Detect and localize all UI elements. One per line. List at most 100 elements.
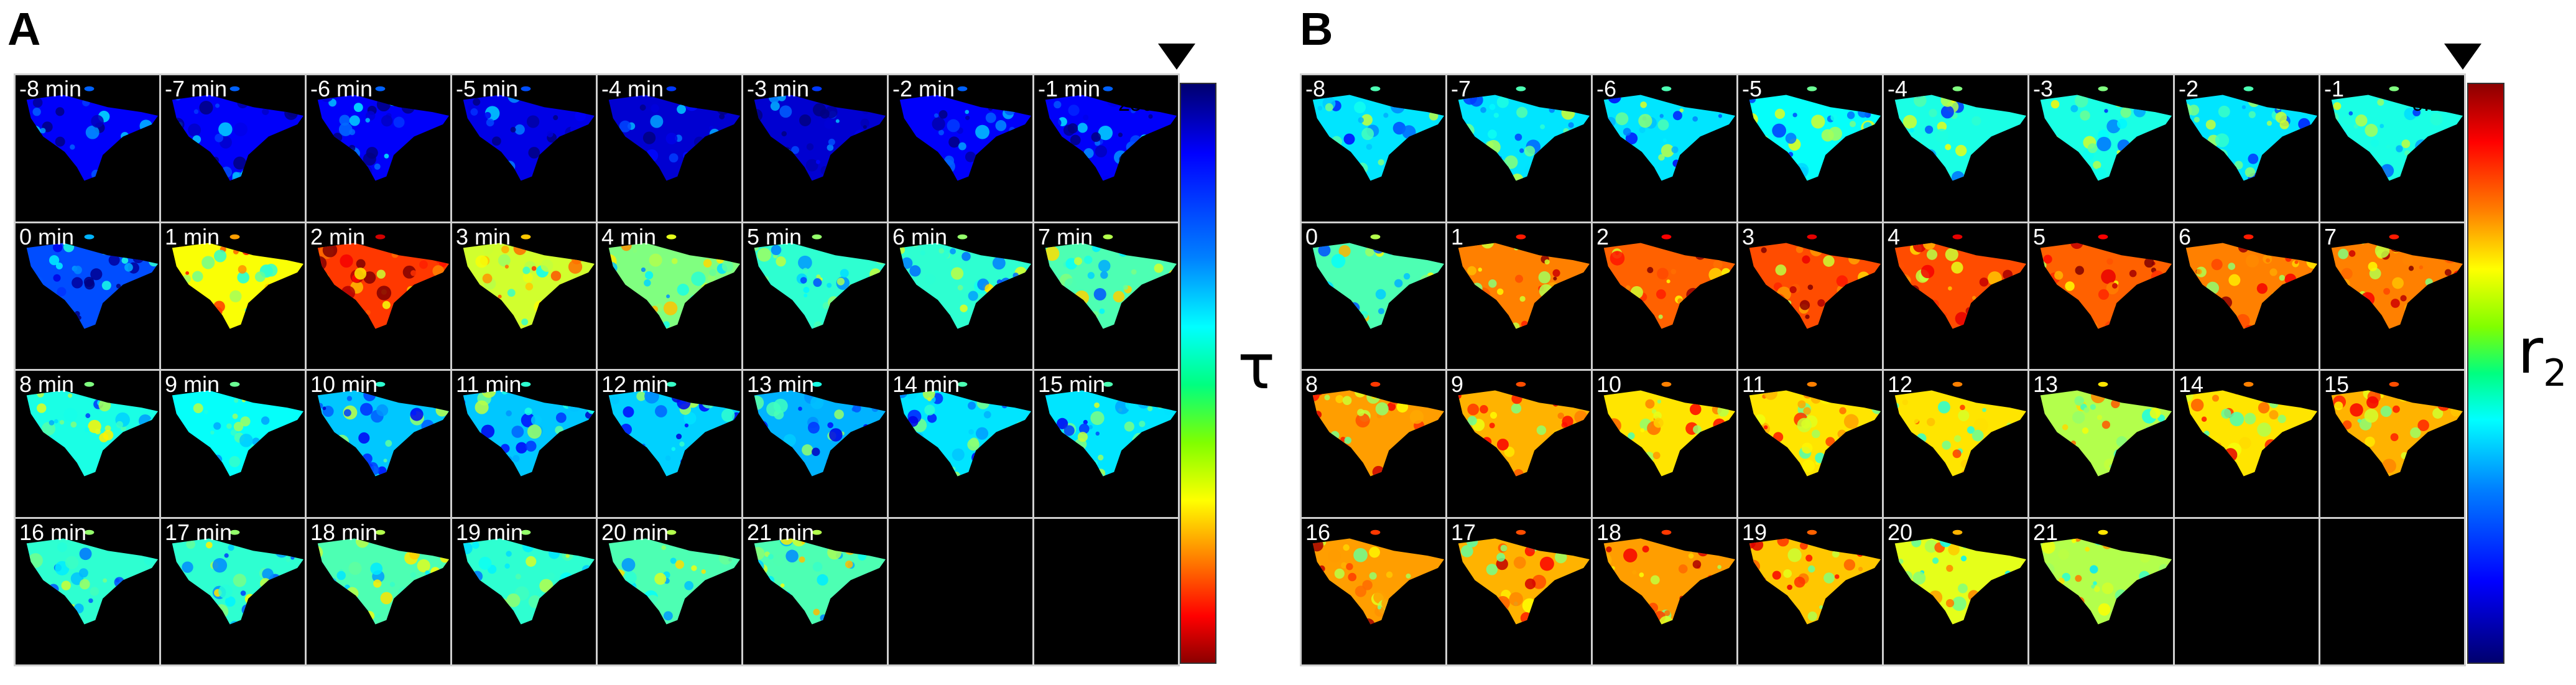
frame-cell: 4 — [1884, 223, 2029, 371]
frame-cell: 13 min — [743, 371, 889, 519]
cell-image — [2331, 86, 2463, 181]
frame-time-label: -8 min — [19, 76, 82, 101]
frame-cell: 19 min — [452, 518, 598, 666]
frame-cell: 12 — [1884, 371, 2029, 519]
panel-b-colorbar-subscript: 2 — [2543, 352, 2567, 395]
frame-time-label: -4 — [1888, 76, 1908, 101]
frame-time-label: 18 — [1596, 519, 1622, 545]
panel-b-colorbar-marker-icon — [2444, 44, 2481, 70]
frame-time-label: 14 min — [892, 371, 960, 397]
frame-time-label: 7 — [2324, 223, 2337, 249]
cell-image — [463, 86, 595, 181]
frame-cell: 18 min — [307, 518, 452, 666]
frame-time-label: -2 min — [892, 76, 955, 101]
frame-time-label: 15 min — [1038, 371, 1106, 397]
frame-cell: 3 — [1738, 223, 1884, 371]
cell-image — [1458, 529, 1590, 624]
frame-time-label: 8 min — [19, 371, 75, 397]
cell-image — [1749, 381, 1881, 477]
cell-image — [2040, 234, 2172, 329]
frame-cell: 14 — [2175, 371, 2320, 519]
panel-b-image-grid: -8 -7 -6 -5 -4 -3 -2 -1 0 1 2 3 4 5 6 7 8 9 10 11 12 13 14 15 16… — [1300, 73, 2466, 666]
frame-cell: -5 — [1738, 75, 1884, 223]
frame-time-label: -1 — [2324, 76, 2345, 101]
frame-time-label: 1 min — [165, 223, 220, 249]
frame-time-label: -4 min — [601, 76, 664, 101]
frame-cell: -8 min — [16, 75, 161, 223]
frame-time-label: 9 — [1451, 371, 1464, 397]
cell-image — [2040, 381, 2172, 477]
panel-a-colorbar-title: τ — [1238, 330, 1276, 403]
panel-a-image-grid: -8 min -7 min -6 min -5 min -4 min -3 min -2 m… — [14, 73, 1180, 666]
frame-cell: -7 min — [161, 75, 307, 223]
frame-cell: -6 — [1593, 75, 1738, 223]
cell-image — [1603, 381, 1736, 477]
frame-cell: -4 — [1884, 75, 2029, 223]
cell-image — [1045, 234, 1177, 329]
frame-cell: -7 — [1447, 75, 1593, 223]
frame-time-label: 10 — [1596, 371, 1622, 397]
cell-image — [172, 381, 304, 477]
panel-b-letter: B — [1300, 3, 1333, 55]
frame-time-label: 4 — [1888, 223, 1901, 249]
panel-a-colorbar-marker-icon — [1158, 44, 1195, 70]
frame-cell: -8 — [1302, 75, 1447, 223]
cell-image — [608, 381, 741, 477]
cell-image — [1312, 381, 1445, 477]
frame-cell: -4 min — [598, 75, 743, 223]
frame-cell: -3 min — [743, 75, 889, 223]
cell-image — [1894, 529, 2027, 624]
cell-image — [899, 86, 1032, 181]
frame-cell: 7 min — [1034, 223, 1180, 371]
frame-time-label: 11 min — [456, 371, 522, 397]
frame-time-label: 6 min — [892, 223, 948, 249]
frame-time-label: 6 — [2179, 223, 2192, 249]
cell-image — [754, 381, 886, 477]
frame-cell: 10 — [1593, 371, 1738, 519]
frame-cell: -5 min — [452, 75, 598, 223]
frame-time-label: -6 min — [310, 76, 373, 101]
cell-image — [1312, 529, 1445, 624]
frame-time-label: -5 min — [456, 76, 519, 101]
cell-image — [26, 86, 159, 181]
frame-time-label: 12 — [1888, 371, 1913, 397]
frame-cell: 10 min — [307, 371, 452, 519]
panel-b-colorbar-symbol: r — [2518, 315, 2544, 388]
panel-b-colorbar — [2467, 83, 2504, 664]
cell-image — [26, 234, 159, 329]
frame-time-label: 15 — [2324, 371, 2350, 397]
cell-image — [754, 234, 886, 329]
cell-image — [1603, 86, 1736, 181]
frame-time-label: -1 min — [1038, 76, 1101, 101]
cell-image — [2185, 234, 2318, 329]
frame-cell: 5 min — [743, 223, 889, 371]
frame-time-label: -8 — [1305, 76, 1326, 101]
frame-cell: 8 — [1302, 371, 1447, 519]
cell-image — [463, 234, 595, 329]
cell-image — [2040, 529, 2172, 624]
panel-b-colorbar-title: r2 — [2518, 320, 2567, 395]
frame-time-label: 0 — [1305, 223, 1318, 249]
frame-time-label: 0 min — [19, 223, 75, 249]
frame-time-label: -6 — [1596, 76, 1617, 101]
cell-image — [172, 234, 304, 329]
cell-image — [317, 529, 450, 624]
frame-time-label: 3 min — [456, 223, 511, 249]
frame-time-label: 19 min — [456, 519, 524, 545]
frame-time-label: 14 — [2179, 371, 2204, 397]
cell-image — [317, 234, 450, 329]
cell-image — [463, 529, 595, 624]
frame-cell: 11 — [1738, 371, 1884, 519]
cell-image — [1894, 86, 2027, 181]
frame-time-label: 18 min — [310, 519, 378, 545]
cell-image — [2040, 86, 2172, 181]
frame-time-label: -2 — [2179, 76, 2199, 101]
frame-cell: 17 — [1447, 518, 1593, 666]
cell-image — [608, 529, 741, 624]
frame-cell: 17 min — [161, 518, 307, 666]
frame-time-label: 21 — [2033, 519, 2059, 545]
frame-cell: -1 — [2320, 75, 2466, 223]
cell-image — [172, 86, 304, 181]
cell-image — [1458, 381, 1590, 477]
cell-image — [2185, 381, 2318, 477]
